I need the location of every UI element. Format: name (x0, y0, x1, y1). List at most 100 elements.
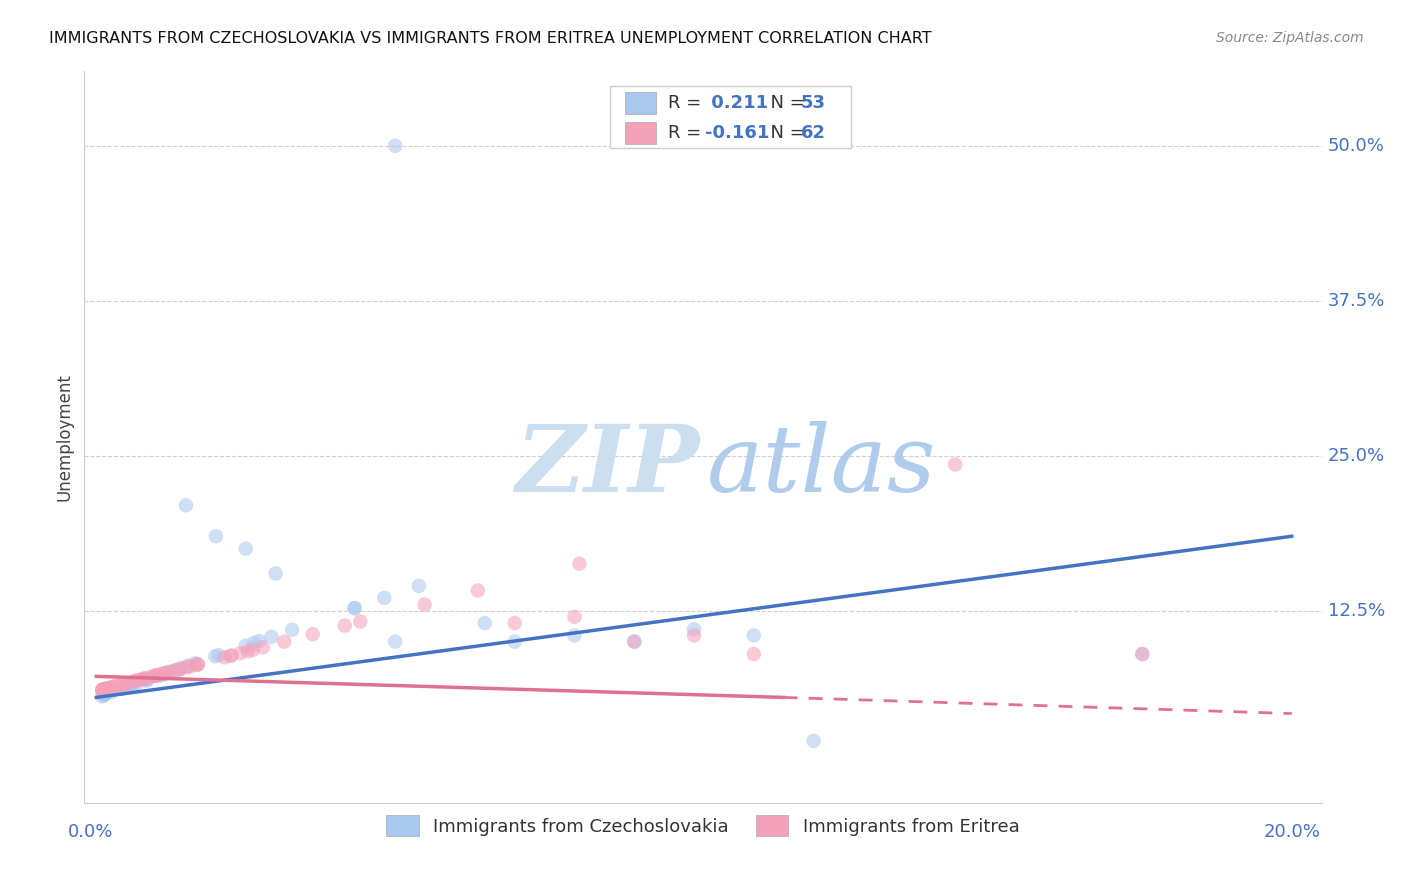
Legend: Immigrants from Czechoslovakia, Immigrants from Eritrea: Immigrants from Czechoslovakia, Immigran… (377, 806, 1029, 845)
Point (242, 643, 264, 657)
Point (94, 688, 117, 702)
Point (260, 630, 283, 644)
Point (93, 682, 115, 697)
Point (503, 634, 526, 648)
Point (150, 668, 173, 682)
Point (467, 583, 489, 598)
Point (623, 634, 645, 648)
Point (333, 618, 356, 632)
Text: 12.5%: 12.5% (1327, 601, 1385, 620)
Point (564, 610, 586, 624)
Point (153, 667, 176, 681)
Text: 62: 62 (801, 124, 825, 142)
Point (349, 615, 371, 629)
Point (179, 659, 201, 673)
Point (247, 634, 270, 648)
Point (160, 665, 183, 679)
Point (91, 683, 114, 698)
Point (1130, 647, 1153, 661)
Point (170, 661, 193, 675)
Point (96, 681, 118, 696)
Text: N =: N = (759, 95, 810, 112)
Point (117, 676, 139, 690)
Text: 25.0%: 25.0% (1327, 447, 1385, 465)
Point (111, 677, 134, 691)
Text: ZIP: ZIP (515, 421, 699, 511)
Point (384, 634, 406, 648)
Point (187, 657, 209, 672)
Point (623, 634, 645, 648)
Text: atlas: atlas (707, 421, 936, 511)
Point (155, 666, 177, 681)
Text: 0.0%: 0.0% (67, 823, 112, 841)
Point (214, 650, 236, 665)
Point (503, 615, 526, 630)
Point (100, 680, 122, 694)
Point (157, 665, 180, 680)
Point (134, 673, 156, 688)
Point (184, 657, 207, 671)
Point (742, 647, 765, 661)
Point (221, 648, 243, 663)
Point (153, 666, 176, 681)
Text: N =: N = (759, 124, 810, 142)
Point (118, 679, 141, 693)
Point (153, 666, 176, 681)
Point (156, 665, 179, 680)
Text: 37.5%: 37.5% (1327, 292, 1385, 310)
Point (252, 640, 274, 655)
Point (184, 658, 207, 673)
Y-axis label: Unemployment: Unemployment (55, 373, 73, 501)
Point (134, 672, 156, 686)
Point (135, 673, 157, 687)
Point (174, 498, 197, 512)
Point (91, 690, 114, 704)
Point (146, 668, 169, 682)
Point (264, 566, 287, 581)
Point (187, 657, 209, 672)
Point (343, 601, 366, 615)
Point (384, 138, 406, 153)
Point (91, 683, 114, 698)
Point (125, 676, 148, 690)
FancyBboxPatch shape (610, 86, 852, 148)
Point (128, 673, 150, 687)
Point (943, 458, 966, 472)
Point (91, 682, 114, 697)
Point (122, 678, 145, 692)
Point (101, 680, 124, 694)
Point (93, 682, 115, 697)
Point (100, 685, 122, 699)
Point (125, 673, 148, 688)
Point (343, 601, 366, 615)
Text: 20.0%: 20.0% (1264, 823, 1320, 841)
Point (110, 678, 132, 692)
FancyBboxPatch shape (626, 93, 657, 114)
Point (568, 557, 591, 571)
Point (91, 682, 114, 697)
Point (111, 681, 134, 696)
Point (132, 672, 155, 686)
Point (132, 672, 155, 686)
Point (122, 674, 145, 689)
Point (136, 673, 159, 687)
Point (408, 579, 430, 593)
Point (474, 615, 496, 630)
Point (742, 628, 765, 642)
Point (235, 541, 257, 556)
Point (243, 636, 266, 650)
Text: 53: 53 (801, 95, 825, 112)
Text: R =: R = (668, 95, 707, 112)
Point (564, 628, 586, 642)
Text: R =: R = (668, 124, 707, 142)
Point (205, 529, 228, 543)
Point (208, 648, 231, 662)
Point (236, 644, 259, 658)
Point (96, 681, 118, 696)
FancyBboxPatch shape (626, 121, 657, 144)
Point (301, 627, 323, 641)
Text: 50.0%: 50.0% (1327, 136, 1385, 154)
Point (163, 664, 186, 678)
Point (142, 669, 165, 683)
Point (229, 646, 252, 660)
